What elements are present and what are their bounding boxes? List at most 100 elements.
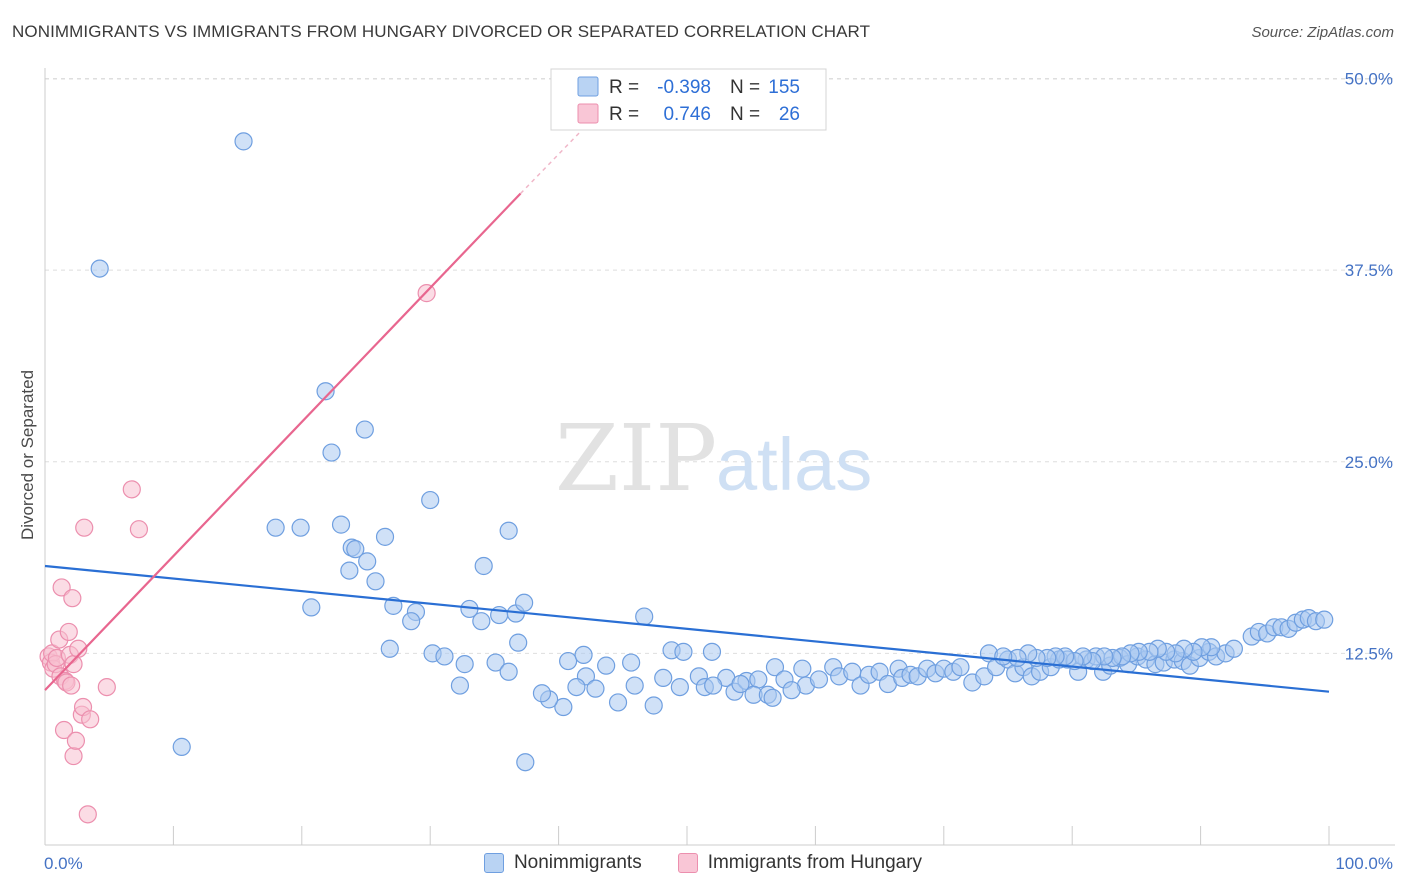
legend-r-value-1: -0.398 — [657, 77, 711, 98]
bottom-legend-label-nonimmigrants: Nonimmigrants — [513, 852, 642, 873]
nonimmigrants-point-15 — [340, 561, 359, 580]
nonimmigrants-point-16 — [366, 572, 385, 591]
nonimmigrants-point-50 — [765, 658, 785, 677]
nonimmigrants-point-49 — [749, 670, 768, 689]
nonimmigrants-point-17 — [474, 556, 493, 576]
nonimmigrants-point-1 — [234, 132, 253, 151]
nonimmigrants-point-18 — [302, 598, 321, 617]
nonimmigrants-point-141 — [994, 647, 1013, 666]
immigrants-hungary-point-27 — [129, 520, 149, 539]
nonimmigrants-point-58 — [532, 684, 552, 703]
nonimmigrants-point-9 — [375, 527, 395, 546]
nonimmigrants-point-10 — [421, 490, 440, 510]
y-tick-label-0: 12.5% — [1345, 644, 1393, 663]
bottom-legend-label-immigrants-hungary: Immigrants from Hungary — [707, 852, 923, 873]
nonimmigrants-point-35 — [516, 753, 535, 772]
y-tick-label-2: 37.5% — [1345, 261, 1393, 280]
nonimmigrants-point-69 — [763, 688, 782, 707]
nonimmigrants-point-59 — [586, 679, 605, 698]
nonimmigrants-point-89 — [975, 667, 994, 686]
nonimmigrants-point-34 — [450, 676, 470, 695]
nonimmigrants-point-43 — [674, 642, 693, 661]
nonimmigrants-point-62 — [644, 696, 663, 715]
regression-line-nonimmigrants — [44, 564, 1330, 693]
nonimmigrants-point-28 — [380, 639, 399, 658]
chart-title: NONIMMIGRANTS VS IMMIGRANTS FROM HUNGARY… — [12, 22, 871, 41]
nonimmigrants-point-56 — [554, 697, 573, 717]
nonimmigrants-point-3 — [316, 382, 335, 401]
immigrants-hungary-point-8 — [52, 578, 71, 597]
series-nonimmigrants-points — [90, 132, 1334, 772]
immigrants-hungary-point-14 — [63, 589, 82, 608]
nonimmigrants-point-32 — [499, 662, 518, 681]
nonimmigrants-point-70 — [782, 681, 801, 700]
x-tick-labels: 0.0% 100.0% — [44, 854, 1393, 873]
immigrants-hungary-point-20 — [78, 805, 97, 824]
nonimmigrants-point-4 — [322, 443, 341, 462]
nonimmigrants-point-38 — [597, 656, 616, 675]
nonimmigrants-point-71 — [809, 670, 829, 689]
nonimmigrants-point-8 — [331, 515, 351, 534]
immigrants-hungary-point-11 — [59, 622, 78, 642]
nonimmigrants-point-63 — [670, 678, 689, 697]
nonimmigrants-point-0 — [90, 259, 109, 278]
nonimmigrants-point-6 — [266, 518, 285, 537]
nonimmigrants-point-37 — [574, 645, 593, 665]
watermark: ZIP atlas — [555, 405, 872, 512]
nonimmigrants-point-61 — [625, 676, 644, 695]
nonimmigrants-point-21 — [402, 612, 421, 631]
immigrants-hungary-point-26 — [122, 480, 141, 499]
series-immigrants-hungary-points — [39, 284, 436, 824]
nonimmigrants-point-40 — [635, 607, 654, 626]
nonimmigrants-point-39 — [622, 653, 641, 672]
axes — [44, 68, 1395, 846]
legend-n-value-1: 155 — [768, 77, 800, 98]
nonimmigrants-point-2 — [172, 737, 191, 756]
nonimmigrants-point-31 — [486, 653, 505, 672]
nonimmigrants-point-7 — [291, 518, 310, 537]
legend-swatch-nonimmigrants — [577, 76, 599, 97]
watermark-zip: ZIP — [555, 405, 717, 512]
watermark-atlas: atlas — [716, 423, 872, 506]
nonimmigrants-point-14 — [358, 552, 377, 571]
immigrants-hungary-point-15 — [64, 655, 83, 674]
nonimmigrants-point-36 — [559, 651, 578, 671]
immigrants-hungary-point-13 — [62, 676, 81, 695]
nonimmigrants-point-41 — [654, 668, 673, 688]
immigrants-hungary-point-23 — [64, 746, 83, 766]
legend-r-value-2: 0.746 — [663, 104, 711, 125]
y-axis-label: Divorced or Separated — [18, 370, 37, 540]
legend-box: R = -0.398 N = 155 R = 0.746 N = 26 — [550, 68, 827, 131]
nonimmigrants-point-45 — [702, 642, 722, 661]
nonimmigrants-point-13 — [346, 540, 365, 559]
nonimmigrants-point-26 — [515, 593, 534, 612]
nonimmigrants-point-60 — [608, 693, 628, 712]
legend-n-label-2: N = — [730, 104, 760, 125]
y-tick-label-1: 25.0% — [1345, 453, 1393, 472]
nonimmigrants-point-5 — [355, 420, 374, 439]
nonimmigrants-point-65 — [704, 676, 723, 695]
nonimmigrants-point-33 — [509, 633, 528, 652]
immigrants-hungary-point-16 — [69, 639, 88, 658]
nonimmigrants-point-30 — [455, 655, 474, 674]
immigrants-hungary-point-21 — [81, 710, 100, 729]
nonimmigrants-point-66 — [731, 674, 750, 694]
regression-line-immigrants-hungary-extension — [520, 131, 581, 194]
immigrants-hungary-point-24 — [66, 731, 86, 750]
nonimmigrants-point-22 — [472, 612, 491, 631]
x-tick-label-0: 0.0% — [44, 854, 83, 873]
immigrants-hungary-point-25 — [97, 678, 116, 697]
nonimmigrants-point-52 — [793, 659, 812, 678]
bottom-legend-item-immigrants-hungary: Immigrants from Hungary — [677, 852, 923, 874]
legend-n-value-2: 26 — [779, 104, 800, 125]
legend-r-label-2: R = — [609, 104, 639, 125]
grid-lines — [45, 78, 1395, 654]
bottom-legend-swatch-immigrants-hungary — [677, 853, 698, 873]
bottom-legend: Nonimmigrants Immigrants from Hungary — [0, 852, 1406, 874]
nonimmigrants-point-152 — [1315, 610, 1334, 629]
nonimmigrants-point-29 — [435, 647, 454, 666]
regression-line-immigrants-hungary — [44, 192, 522, 691]
y-tick-label-3: 50.0% — [1345, 70, 1393, 89]
bottom-legend-swatch-nonimmigrants — [483, 853, 504, 873]
